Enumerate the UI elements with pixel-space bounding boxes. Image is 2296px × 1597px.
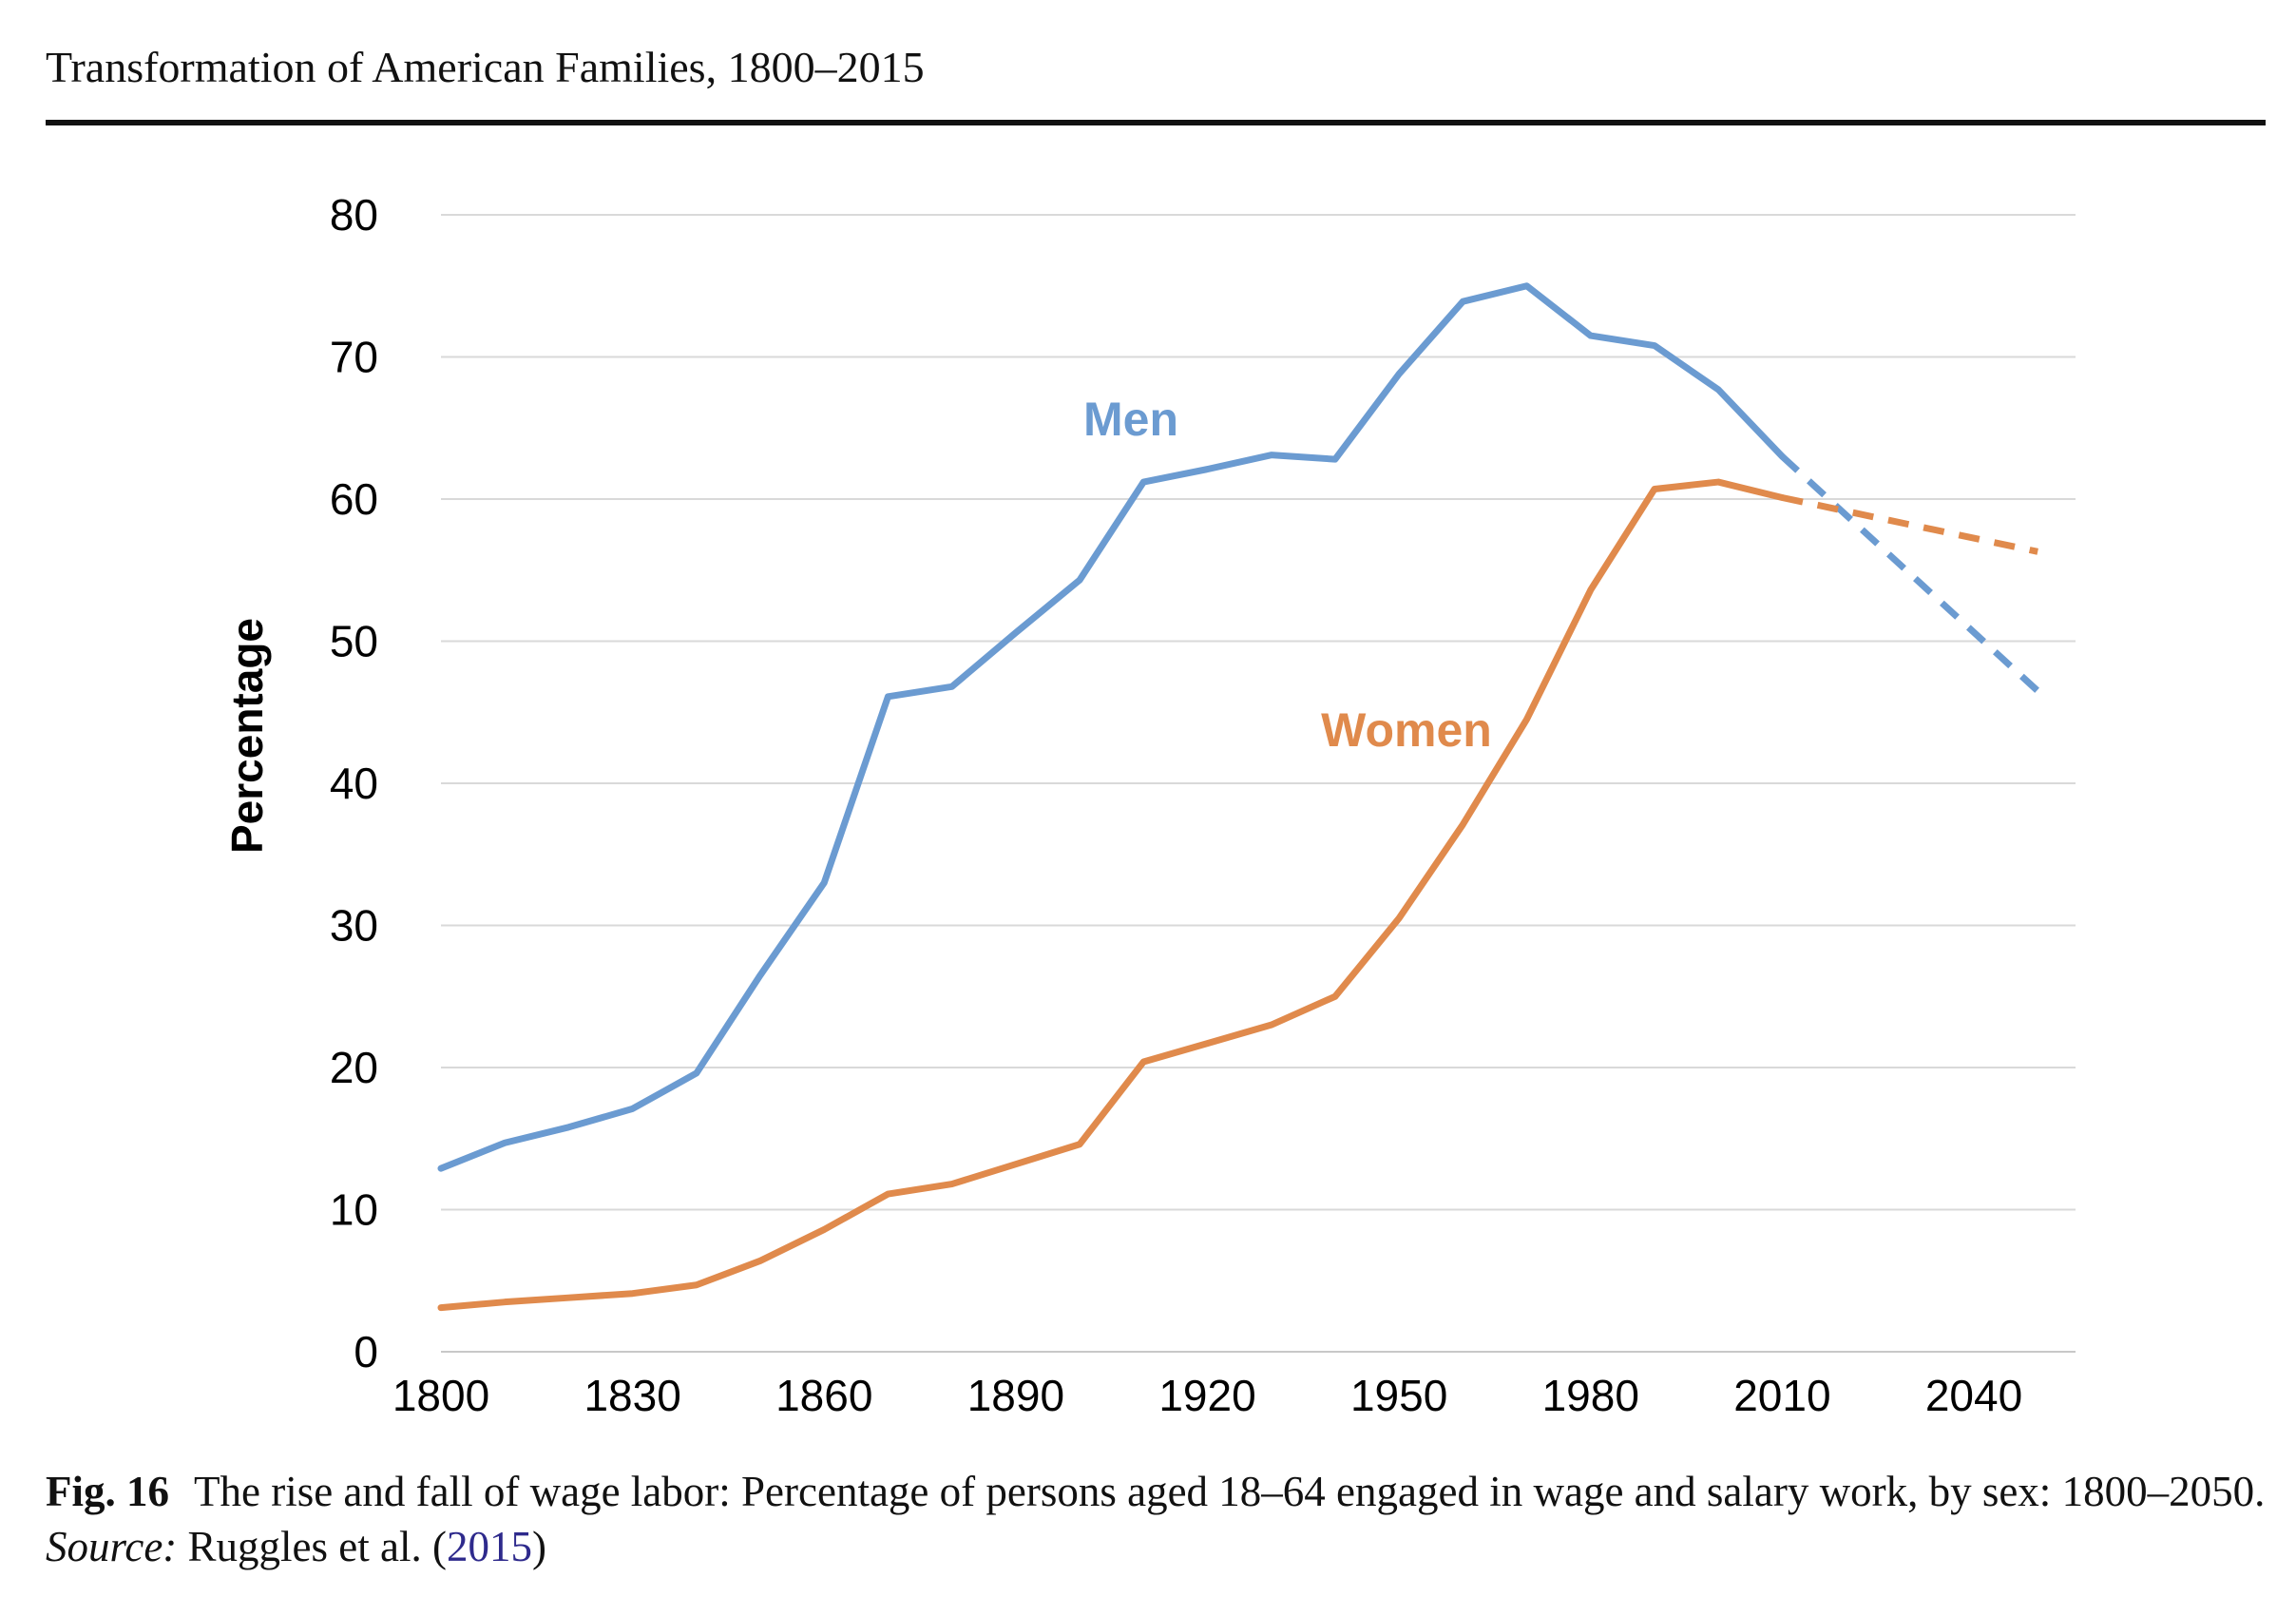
- figure-label: Fig. 16: [46, 1468, 169, 1515]
- x-tick-labels: 1800 1830 1860 1890 1920 1950 1980 2010 2040: [392, 1371, 2022, 1420]
- y-axis-label: Percentage: [222, 618, 272, 854]
- series-lines: [437, 282, 2040, 1312]
- figure-caption: Fig. 16 The rise and fall of wage labor: …: [46, 1464, 2269, 1574]
- caption-text: The rise and fall of wage labor: Percent…: [194, 1468, 2266, 1515]
- y-tick-label: 60: [330, 474, 378, 524]
- x-tick-label: 1860: [775, 1371, 872, 1420]
- series-line-women: [437, 478, 1786, 1312]
- x-tick-label: 1950: [1350, 1371, 1447, 1420]
- header-rule: [46, 120, 2266, 125]
- running-head: Transformation of American Families, 180…: [46, 43, 925, 91]
- series-label-men: Men: [1083, 393, 1178, 446]
- projection-line-women: [1781, 494, 2038, 555]
- series-label-women: Women: [1321, 703, 1492, 757]
- gridlines: [441, 214, 2076, 1353]
- x-tick-label: 2040: [1925, 1371, 2022, 1420]
- line-chart: 0 10 20 30 40 50 60 70 80 1800 1830 1860 1890 1920 19…: [222, 190, 2076, 1420]
- x-tick-label: 1890: [967, 1371, 1064, 1420]
- x-tick-label: 1920: [1158, 1371, 1255, 1420]
- y-tick-label: 0: [354, 1327, 378, 1376]
- caption-source-label: Source:: [46, 1523, 178, 1570]
- caption-closing: ): [531, 1523, 546, 1570]
- y-tick-label: 10: [330, 1185, 378, 1235]
- x-tick-label: 2010: [1733, 1371, 1830, 1420]
- y-tick-label: 40: [330, 759, 378, 808]
- projection-line-men: [1780, 453, 2040, 694]
- x-tick-label: 1980: [1542, 1371, 1639, 1420]
- y-tick-labels: 0 10 20 30 40 50 60 70 80: [330, 190, 378, 1376]
- series-line-men: [437, 282, 1786, 1172]
- y-tick-label: 70: [330, 333, 378, 382]
- caption-source: Ruggles et al. (: [177, 1523, 447, 1570]
- y-tick-label: 80: [330, 190, 378, 240]
- x-tick-label: 1800: [392, 1371, 489, 1420]
- x-tick-label: 1830: [584, 1371, 680, 1420]
- y-tick-label: 20: [330, 1043, 378, 1092]
- y-tick-label: 50: [330, 617, 378, 666]
- citation-link[interactable]: 2015: [446, 1523, 532, 1570]
- y-tick-label: 30: [330, 901, 378, 951]
- series-labels: Men Women: [1083, 393, 1492, 757]
